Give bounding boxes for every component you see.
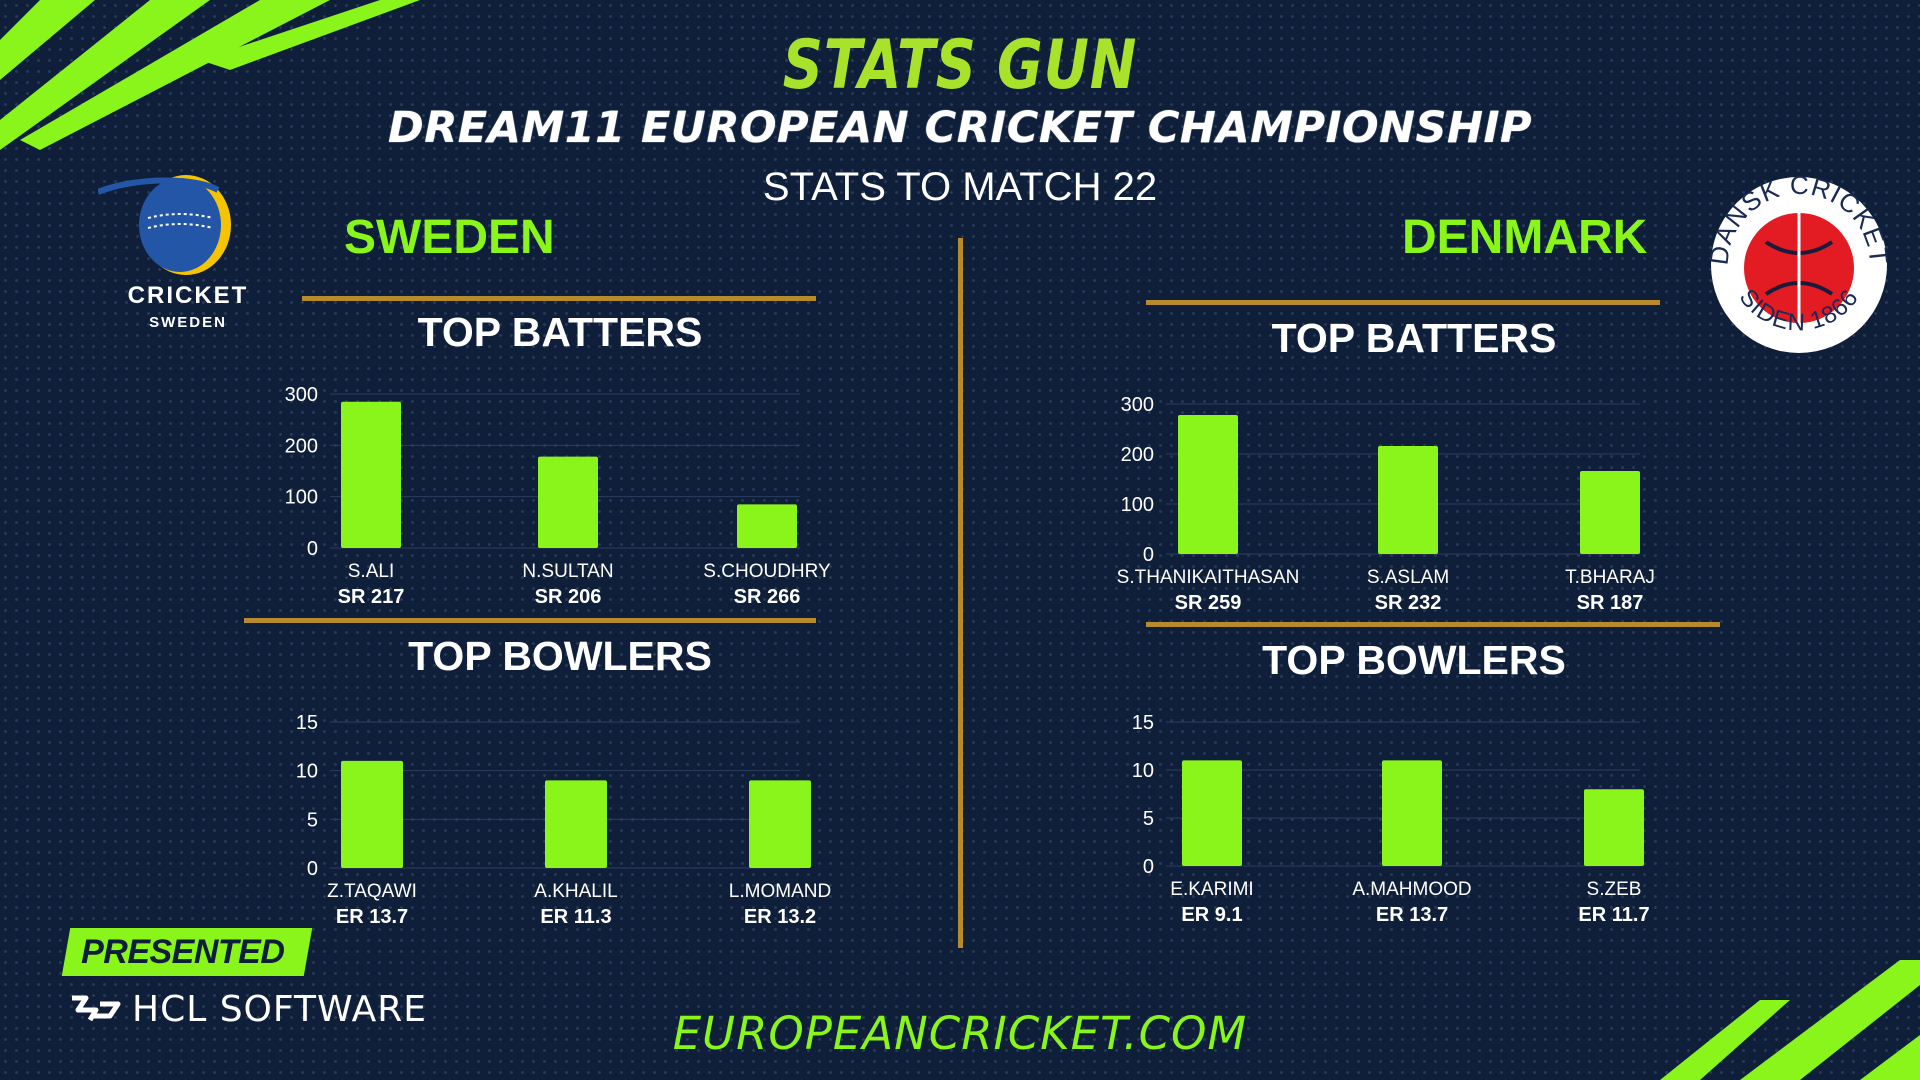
bar (1378, 446, 1438, 554)
rate-label: ER 13.7 (336, 906, 408, 928)
y-tick-label: 200 (285, 435, 318, 457)
y-tick-label: 300 (1121, 394, 1154, 416)
y-tick-label: 200 (1121, 444, 1154, 466)
brand-title: STATS GUN (782, 26, 1138, 105)
slash-top-left-2 (0, 0, 210, 150)
y-tick-label: 10 (1132, 760, 1154, 782)
team-name-denmark: DENMARK (1402, 211, 1648, 264)
y-tick-label: 5 (307, 809, 318, 831)
bar (1178, 415, 1238, 554)
website-link[interactable]: EUROPEANCRICKET.COM (672, 1007, 1248, 1060)
denmark-batters-chart: 0 100 200 300 S.THANIKAITHASAN SR 259 S.ASLAM S… (1117, 394, 1655, 614)
rate-label: SR 206 (535, 586, 602, 608)
bar (538, 456, 598, 548)
sweden-batters-chart: 0 100 200 300 S.ALI SR 217 N.SULTAN SR 206 S.CHO… (285, 384, 831, 608)
rate-label: SR 266 (734, 586, 801, 608)
hcl-software-logo-icon (72, 995, 121, 1022)
slash-bottom-right-2 (1740, 960, 1920, 1080)
category-label: T.BHARAJ (1565, 567, 1655, 588)
category-label: E.KARIMI (1170, 879, 1253, 900)
y-tick-label: 15 (296, 712, 318, 734)
rate-label: ER 11.7 (1578, 904, 1649, 926)
denmark-bowlers-chart: 0 5 10 15 E.KARIMI ER 9.1 A.MAHMOOD ER 13.7 S.ZE… (1132, 712, 1650, 926)
logo-line-2: SWEDEN (149, 314, 227, 331)
y-tick-label: 100 (1121, 494, 1154, 516)
bar (749, 780, 811, 868)
divider-denmark-mid (1146, 622, 1720, 627)
category-label: S.ALI (348, 561, 394, 582)
category-label: S.THANIKAITHASAN (1117, 567, 1300, 588)
bar (341, 760, 403, 868)
slash-top-left-4 (200, 0, 420, 70)
cricket-sweden-logo: CRICKET SWEDEN (96, 170, 278, 340)
category-label: N.SULTAN (522, 561, 613, 582)
cricket-ball-icon (96, 175, 231, 275)
slash-bottom-right-1 (1660, 1000, 1790, 1080)
y-tick-label: 300 (285, 384, 318, 406)
y-tick-label: 10 (296, 761, 318, 783)
sweden-bowlers-chart: 0 5 10 15 Z.TAQAWI ER 13.7 A.KHALIL ER 11.3 L.MO… (296, 712, 831, 928)
stats-subtitle: STATS TO MATCH 22 (762, 165, 1158, 209)
category-label: A.KHALIL (534, 881, 617, 902)
rate-label: SR 217 (338, 586, 405, 608)
y-tick-label: 0 (307, 858, 318, 880)
slash-top-left-1 (0, 0, 95, 80)
denmark-batters-title: TOP BATTERS (1271, 315, 1557, 361)
category-label: A.MAHMOOD (1352, 879, 1471, 900)
rate-label: SR 232 (1375, 592, 1442, 614)
logo-line-1: CRICKET (127, 282, 249, 309)
bar (1584, 789, 1644, 866)
y-tick-label: 0 (1143, 856, 1154, 878)
bar (341, 401, 401, 548)
bar (737, 504, 797, 548)
bar (545, 780, 607, 868)
category-label: Z.TAQAWI (327, 881, 417, 902)
divider-sweden-mid (244, 618, 816, 623)
slash-top-left-3 (20, 0, 330, 150)
tournament-title: DREAM11 EUROPEAN CRICKET CHAMPIONSHIP (388, 103, 1532, 153)
sponsor-name: HCL SOFTWARE (132, 989, 427, 1030)
y-tick-label: 0 (307, 538, 318, 560)
y-tick-label: 100 (285, 487, 318, 509)
category-label: S.CHOUDHRY (703, 561, 831, 582)
rate-label: SR 259 (1175, 592, 1242, 614)
sweden-bowlers-title: TOP BOWLERS (408, 633, 712, 679)
y-tick-label: 0 (1143, 544, 1154, 566)
center-divider (958, 238, 963, 948)
rate-label: SR 187 (1577, 592, 1644, 614)
category-label: S.ASLAM (1367, 567, 1449, 588)
divider-sweden-top (302, 296, 816, 301)
slash-bottom-right-3 (1860, 1035, 1920, 1080)
y-tick-label: 15 (1132, 712, 1154, 734)
presented-by-badge: PRESENTED BY (61, 928, 313, 1019)
y-tick-label: 5 (1143, 808, 1154, 830)
category-label: L.MOMAND (729, 881, 831, 902)
rate-label: ER 13.2 (744, 906, 816, 928)
category-label: S.ZEB (1587, 879, 1642, 900)
sweden-batters-title: TOP BATTERS (417, 309, 703, 355)
bar (1580, 471, 1640, 554)
team-name-sweden: SWEDEN (344, 211, 555, 264)
denmark-bowlers-title: TOP BOWLERS (1262, 637, 1566, 683)
rate-label: ER 9.1 (1181, 904, 1242, 926)
rate-label: ER 11.3 (540, 906, 611, 928)
bar (1382, 760, 1442, 866)
bar (1182, 760, 1242, 866)
dansk-cricket-logo: DANSK CRICKET SIDEN 1866 (1706, 172, 1892, 353)
rate-label: ER 13.7 (1376, 904, 1448, 926)
divider-denmark-top (1146, 300, 1660, 305)
